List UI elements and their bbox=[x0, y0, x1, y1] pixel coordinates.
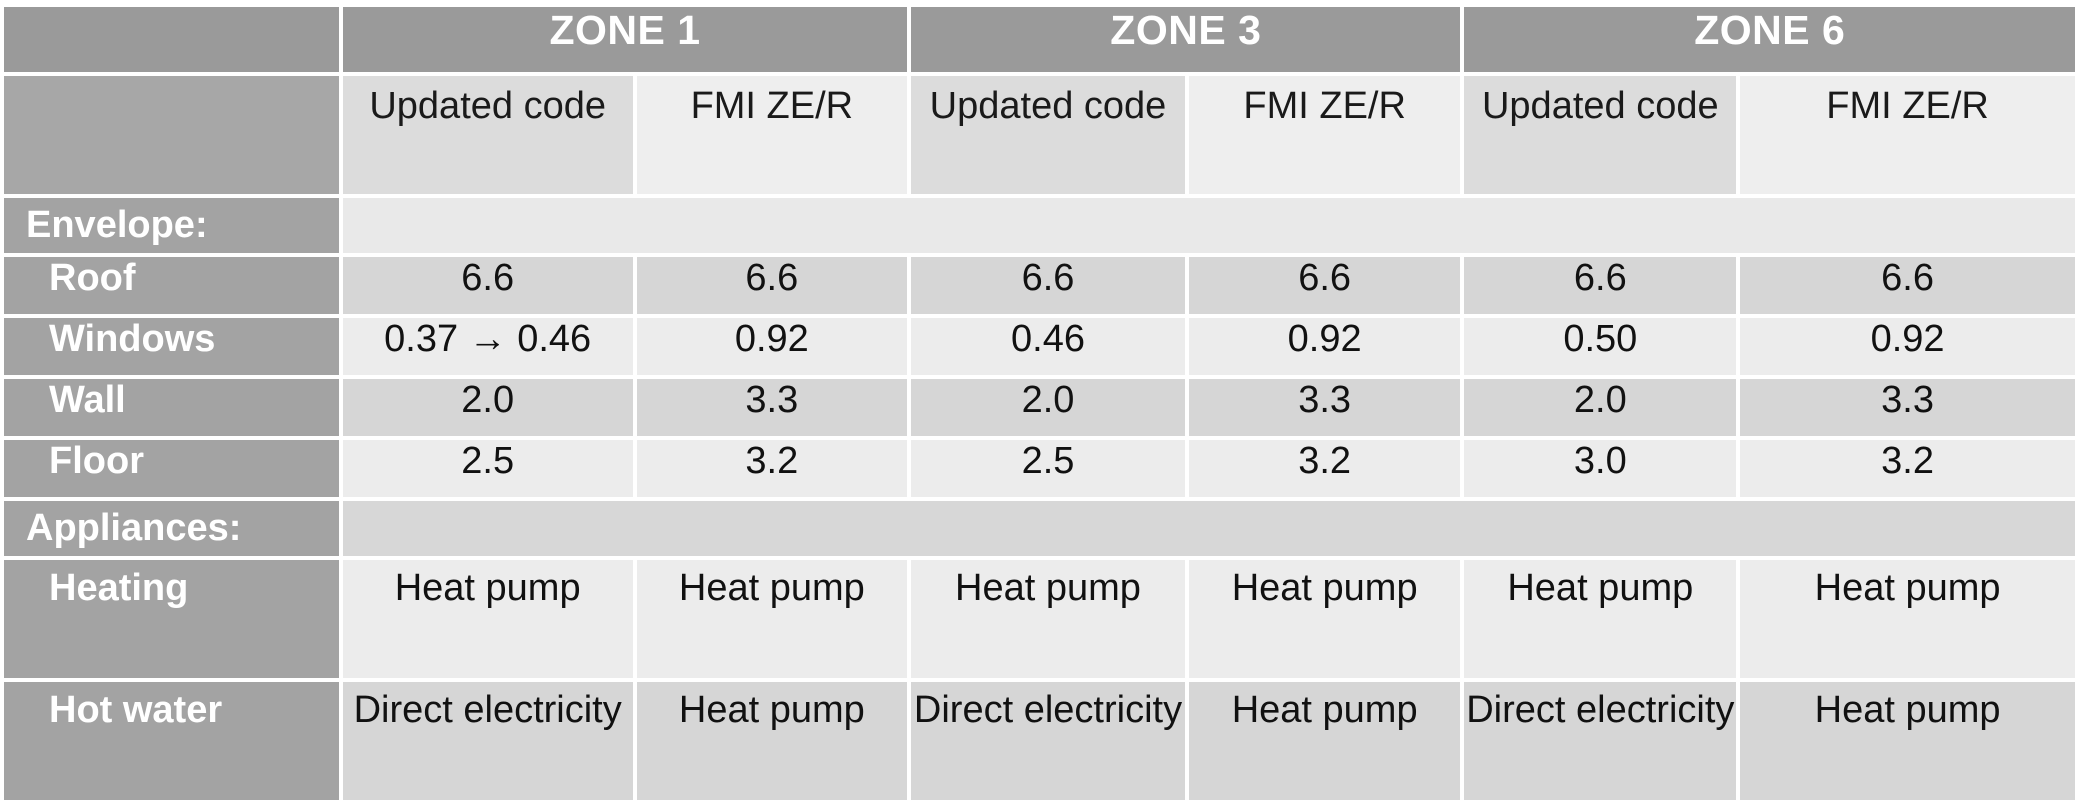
table-cell: Heat pump bbox=[1464, 560, 1737, 678]
table-cell: 0.37 → 0.46 bbox=[342, 318, 633, 375]
table-cell: 0.92 bbox=[636, 318, 908, 375]
table-cell: Heat pump bbox=[1740, 682, 2075, 800]
table-cell: Heat pump bbox=[636, 560, 908, 678]
subheader-zone1-fmi: FMI ZE/R bbox=[636, 76, 908, 194]
section-envelope-row: Envelope: bbox=[4, 198, 2075, 253]
table-cell: 0.92 bbox=[1740, 318, 2075, 375]
subheader-zone1-updated-code: Updated code bbox=[342, 76, 633, 194]
zone-1-header: ZONE 1 bbox=[342, 7, 908, 72]
table-cell: 0.50 bbox=[1464, 318, 1737, 375]
table-cell: 3.3 bbox=[1740, 379, 2075, 436]
table-row: Floor 2.5 3.2 2.5 3.2 3.0 3.2 bbox=[4, 440, 2075, 497]
subheader-row: Updated code FMI ZE/R Updated code FMI Z… bbox=[4, 76, 2075, 194]
spec-table-container: ZONE 1 ZONE 3 ZONE 6 Updated code FMI ZE… bbox=[4, 7, 2075, 807]
table-cell: Heat pump bbox=[636, 682, 908, 800]
table-cell: 6.6 bbox=[636, 257, 908, 314]
subheader-zone6-fmi: FMI ZE/R bbox=[1740, 76, 2075, 194]
row-label-heating: Heating bbox=[4, 560, 339, 678]
table-cell: 2.0 bbox=[1464, 379, 1737, 436]
table-cell: 2.5 bbox=[342, 440, 633, 497]
zone-specification-table: ZONE 1 ZONE 3 ZONE 6 Updated code FMI ZE… bbox=[0, 3, 2079, 804]
table-cell: 2.5 bbox=[911, 440, 1185, 497]
table-cell: Heat pump bbox=[1188, 560, 1461, 678]
table-cell: Heat pump bbox=[911, 560, 1185, 678]
section-envelope-label: Envelope: bbox=[4, 198, 339, 253]
table-cell: 6.6 bbox=[1188, 257, 1461, 314]
table-cell: Direct electricity bbox=[342, 682, 633, 800]
subheader-zone3-updated-code: Updated code bbox=[911, 76, 1185, 194]
table-cell: 6.6 bbox=[911, 257, 1185, 314]
row-label-hot-water: Hot water bbox=[4, 682, 339, 800]
table-cell: 3.2 bbox=[1740, 440, 2075, 497]
table-row: Heating Heat pump Heat pump Heat pump He… bbox=[4, 560, 2075, 678]
zone-6-header: ZONE 6 bbox=[1464, 7, 2075, 72]
row-label-wall: Wall bbox=[4, 379, 339, 436]
section-appliances-row: Appliances: bbox=[4, 501, 2075, 556]
section-appliances-label: Appliances: bbox=[4, 501, 339, 556]
table-cell: 3.3 bbox=[1188, 379, 1461, 436]
subheader-corner bbox=[4, 76, 339, 194]
row-label-windows: Windows bbox=[4, 318, 339, 375]
table-cell: Heat pump bbox=[342, 560, 633, 678]
table-cell: 6.6 bbox=[1464, 257, 1737, 314]
table-cell: 6.6 bbox=[342, 257, 633, 314]
subheader-zone3-fmi: FMI ZE/R bbox=[1188, 76, 1461, 194]
table-row: Hot water Direct electricity Heat pump D… bbox=[4, 682, 2075, 800]
table-cell: Direct electricity bbox=[911, 682, 1185, 800]
table-row: Windows 0.37 → 0.46 0.92 0.46 0.92 0.50 … bbox=[4, 318, 2075, 375]
table-cell: 2.0 bbox=[342, 379, 633, 436]
table-row: Wall 2.0 3.3 2.0 3.3 2.0 3.3 bbox=[4, 379, 2075, 436]
section-envelope-fill bbox=[342, 198, 2075, 253]
table-cell: 0.92 bbox=[1188, 318, 1461, 375]
table-row: Roof 6.6 6.6 6.6 6.6 6.6 6.6 bbox=[4, 257, 2075, 314]
table-cell: 0.46 bbox=[911, 318, 1185, 375]
table-cell: Heat pump bbox=[1188, 682, 1461, 800]
zone-3-header: ZONE 3 bbox=[911, 7, 1461, 72]
table-cell: 3.3 bbox=[636, 379, 908, 436]
table-cell: Direct electricity bbox=[1464, 682, 1737, 800]
corner-header bbox=[4, 7, 339, 72]
table-cell: 3.0 bbox=[1464, 440, 1737, 497]
zone-header-row: ZONE 1 ZONE 3 ZONE 6 bbox=[4, 7, 2075, 72]
row-label-roof: Roof bbox=[4, 257, 339, 314]
table-cell: 3.2 bbox=[636, 440, 908, 497]
table-cell: 3.2 bbox=[1188, 440, 1461, 497]
table-cell: Heat pump bbox=[1740, 560, 2075, 678]
section-appliances-fill bbox=[342, 501, 2075, 556]
table-cell: 2.0 bbox=[911, 379, 1185, 436]
table-cell: 6.6 bbox=[1740, 257, 2075, 314]
row-label-floor: Floor bbox=[4, 440, 339, 497]
subheader-zone6-updated-code: Updated code bbox=[1464, 76, 1737, 194]
